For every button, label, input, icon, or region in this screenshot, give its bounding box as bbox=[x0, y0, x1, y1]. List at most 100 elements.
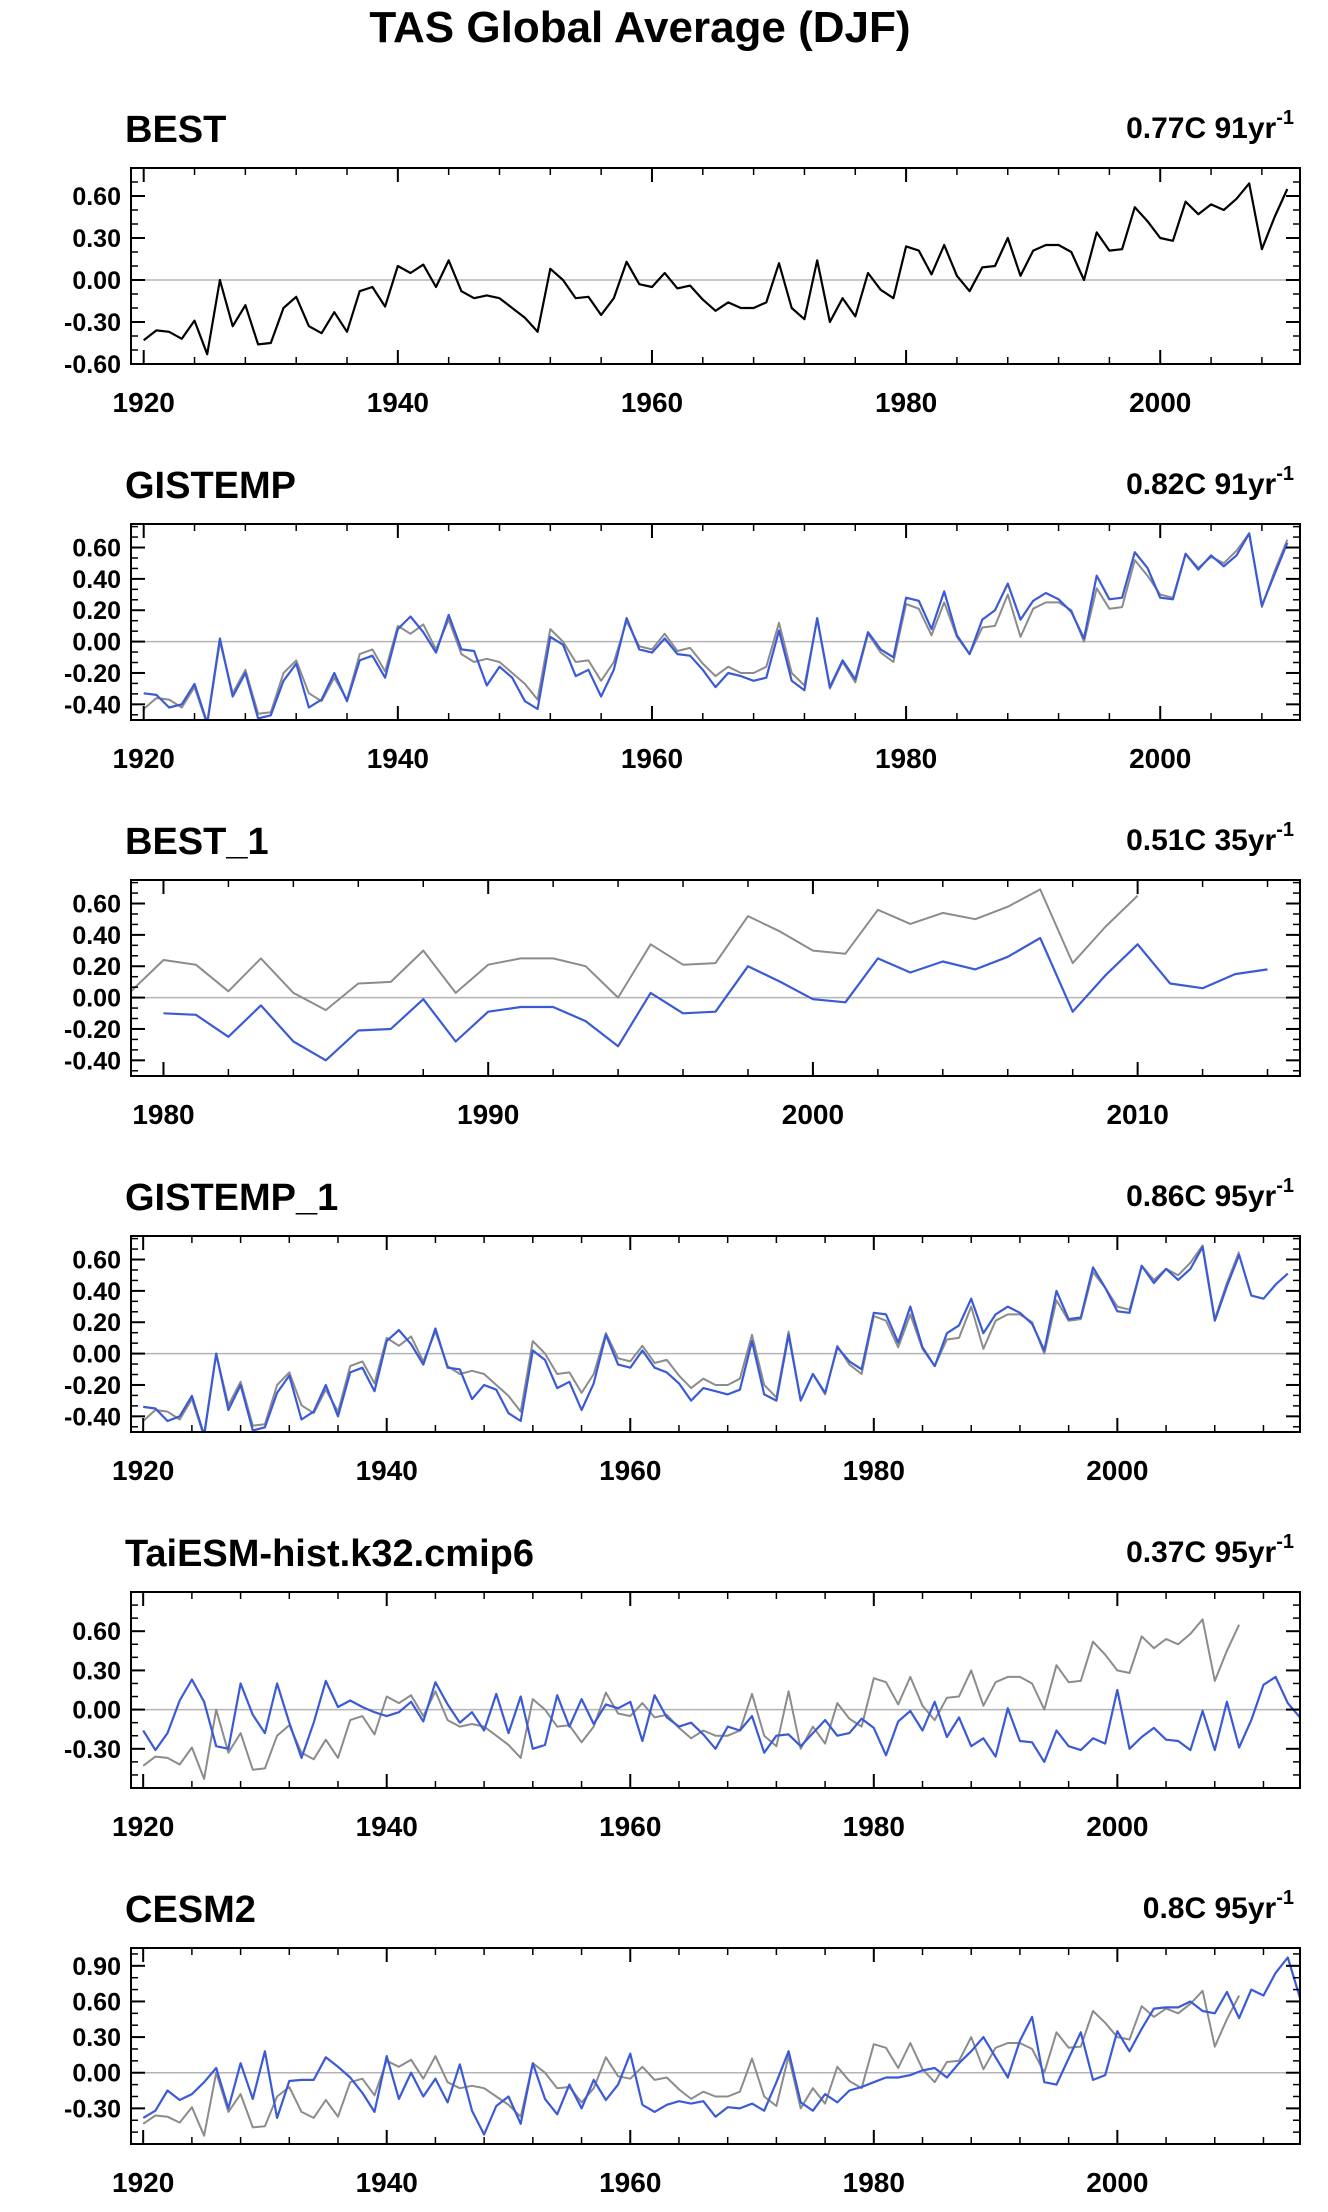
trend-exponent: -1 bbox=[1276, 1887, 1294, 1909]
panel-title: BEST_1 bbox=[125, 821, 269, 863]
panel-3: BEST_1 0.51C 35yr-1 -0.40 -0.20 0.00 0.20 0.40… bbox=[64, 819, 1301, 1130]
panel-4: GISTEMP_1 0.86C 95yr-1 -0.40 -0.20 0.00 0.20 0… bbox=[64, 1175, 1301, 1486]
y-tick-label: -0.20 bbox=[64, 660, 121, 688]
series-reference-line bbox=[143, 532, 1289, 720]
x-tick-label: 1960 bbox=[599, 2167, 661, 2198]
trend-label: 0.77C 91yr-1 bbox=[1126, 107, 1294, 145]
panel-title: CESM2 bbox=[125, 1889, 256, 1931]
trend-value: 0.77C 91yr bbox=[1126, 112, 1276, 145]
y-tick-label: -0.40 bbox=[64, 691, 121, 719]
y-tick-label: 0.60 bbox=[72, 535, 121, 563]
x-tick-label: 1920 bbox=[112, 1811, 174, 1842]
x-tick-label: 1960 bbox=[621, 387, 683, 418]
series-group bbox=[142, 1956, 1300, 2137]
y-tick-label: 0.20 bbox=[72, 597, 121, 625]
series-model-line bbox=[143, 1245, 1289, 1432]
y-tick-label: -0.30 bbox=[64, 1736, 121, 1764]
panel-title: BEST bbox=[125, 109, 226, 151]
plot-frame bbox=[130, 1235, 1301, 1433]
x-tick-label: 1940 bbox=[367, 387, 429, 418]
series-reference-line bbox=[131, 888, 1139, 1012]
series-group bbox=[131, 888, 1268, 1062]
x-tick-label: 1980 bbox=[843, 1811, 905, 1842]
trend-value: 0.37C 95yr bbox=[1126, 1536, 1276, 1569]
panel-title: GISTEMP_1 bbox=[125, 1177, 338, 1219]
y-tick-label: 0.40 bbox=[72, 566, 121, 594]
y-tick-label: 0.00 bbox=[72, 1341, 121, 1369]
y-tick-label: 0.00 bbox=[72, 267, 121, 295]
x-tick-label: 1960 bbox=[599, 1455, 661, 1486]
y-tick-label: 0.40 bbox=[72, 1278, 121, 1306]
x-tick-label: 2000 bbox=[1129, 387, 1191, 418]
series-model-line bbox=[163, 936, 1268, 1062]
series-obs-line bbox=[143, 182, 1289, 356]
plot-frame bbox=[130, 167, 1301, 365]
x-tick-label: 1920 bbox=[112, 1455, 174, 1486]
x-tick-label: 2010 bbox=[1106, 1099, 1168, 1130]
y-tick-label: 0.90 bbox=[72, 1953, 121, 1981]
x-tick-label: 1940 bbox=[356, 1811, 418, 1842]
y-tick-label: 0.30 bbox=[72, 225, 121, 253]
panel-6: CESM2 0.8C 95yr-1 -0.30 0.00 0.30 0.60 0.90 192… bbox=[64, 1887, 1301, 2198]
y-tick-label: 0.00 bbox=[72, 1697, 121, 1725]
panel-title: TaiESM-hist.k32.cmip6 bbox=[125, 1533, 534, 1575]
series-model-line bbox=[143, 532, 1289, 720]
panel-5: TaiESM-hist.k32.cmip6 0.37C 95yr-1 -0.30 0.… bbox=[64, 1531, 1301, 1842]
trend-exponent: -1 bbox=[1276, 1531, 1294, 1553]
y-tick-label: -0.40 bbox=[64, 1047, 121, 1075]
y-tick-label: -0.60 bbox=[64, 351, 121, 379]
trend-label: 0.37C 95yr-1 bbox=[1126, 1531, 1294, 1569]
series-reference-line bbox=[142, 1618, 1241, 1780]
y-tick-label: -0.40 bbox=[64, 1403, 121, 1431]
trend-value: 0.51C 35yr bbox=[1126, 824, 1276, 857]
panel-1: BEST 0.77C 91yr-1 -0.60 -0.30 0.00 0.30 0.60 19… bbox=[64, 107, 1301, 418]
x-tick-label: 2000 bbox=[1086, 1455, 1148, 1486]
series-reference-line bbox=[142, 1989, 1240, 2137]
y-tick-label: 0.60 bbox=[72, 891, 121, 919]
figure-title: TAS Global Average (DJF) bbox=[369, 3, 910, 52]
y-tick-label: -0.30 bbox=[64, 2095, 121, 2123]
x-tick-label: 1940 bbox=[356, 1455, 418, 1486]
plot-frame bbox=[130, 523, 1301, 721]
x-tick-label: 1960 bbox=[599, 1811, 661, 1842]
y-tick-label: -0.20 bbox=[64, 1372, 121, 1400]
trend-exponent: -1 bbox=[1276, 463, 1294, 485]
series-group bbox=[142, 1244, 1289, 1432]
panels-group: BEST 0.77C 91yr-1-0.60-0.300.000.300.6019… bbox=[64, 107, 1301, 2198]
trend-exponent: -1 bbox=[1276, 819, 1294, 841]
series-group bbox=[142, 1618, 1300, 1780]
x-tick-label: 1920 bbox=[113, 743, 175, 774]
y-tick-label: 0.20 bbox=[72, 1309, 121, 1337]
y-tick-label: 0.00 bbox=[72, 2060, 121, 2088]
y-tick-label: 0.60 bbox=[72, 183, 121, 211]
x-tick-label: 1920 bbox=[113, 387, 175, 418]
x-tick-label: 1960 bbox=[621, 743, 683, 774]
trend-value: 0.86C 95yr bbox=[1126, 1180, 1276, 1213]
y-tick-label: -0.20 bbox=[64, 1016, 121, 1044]
y-tick-label: 0.00 bbox=[72, 985, 121, 1013]
series-group bbox=[143, 182, 1289, 356]
series-model-line bbox=[142, 1675, 1300, 1764]
x-tick-label: 2000 bbox=[1086, 1811, 1148, 1842]
x-tick-label: 1980 bbox=[875, 387, 937, 418]
x-tick-label: 1940 bbox=[356, 2167, 418, 2198]
plot-frame bbox=[130, 879, 1301, 1077]
series-model-line bbox=[142, 1956, 1300, 2136]
y-tick-label: 0.20 bbox=[72, 953, 121, 981]
y-tick-label: 0.00 bbox=[72, 629, 121, 657]
y-tick-label: 0.40 bbox=[72, 922, 121, 950]
plot-frame bbox=[130, 1947, 1301, 2145]
y-tick-label: 0.60 bbox=[72, 1618, 121, 1646]
x-tick-label: 1980 bbox=[843, 2167, 905, 2198]
trend-value: 0.8C 95yr bbox=[1143, 1892, 1277, 1925]
panel-2: GISTEMP 0.82C 91yr-1 -0.40 -0.20 0.00 0.20 0.4… bbox=[64, 463, 1301, 774]
series-group bbox=[143, 532, 1289, 720]
trend-label: 0.51C 35yr-1 bbox=[1126, 819, 1294, 857]
x-tick-label: 2000 bbox=[782, 1099, 844, 1130]
plot-frame bbox=[130, 1591, 1301, 1789]
x-tick-label: 1990 bbox=[457, 1099, 519, 1130]
trend-exponent: -1 bbox=[1276, 1175, 1294, 1197]
x-tick-label: 1980 bbox=[875, 743, 937, 774]
x-tick-label: 1920 bbox=[112, 2167, 174, 2198]
